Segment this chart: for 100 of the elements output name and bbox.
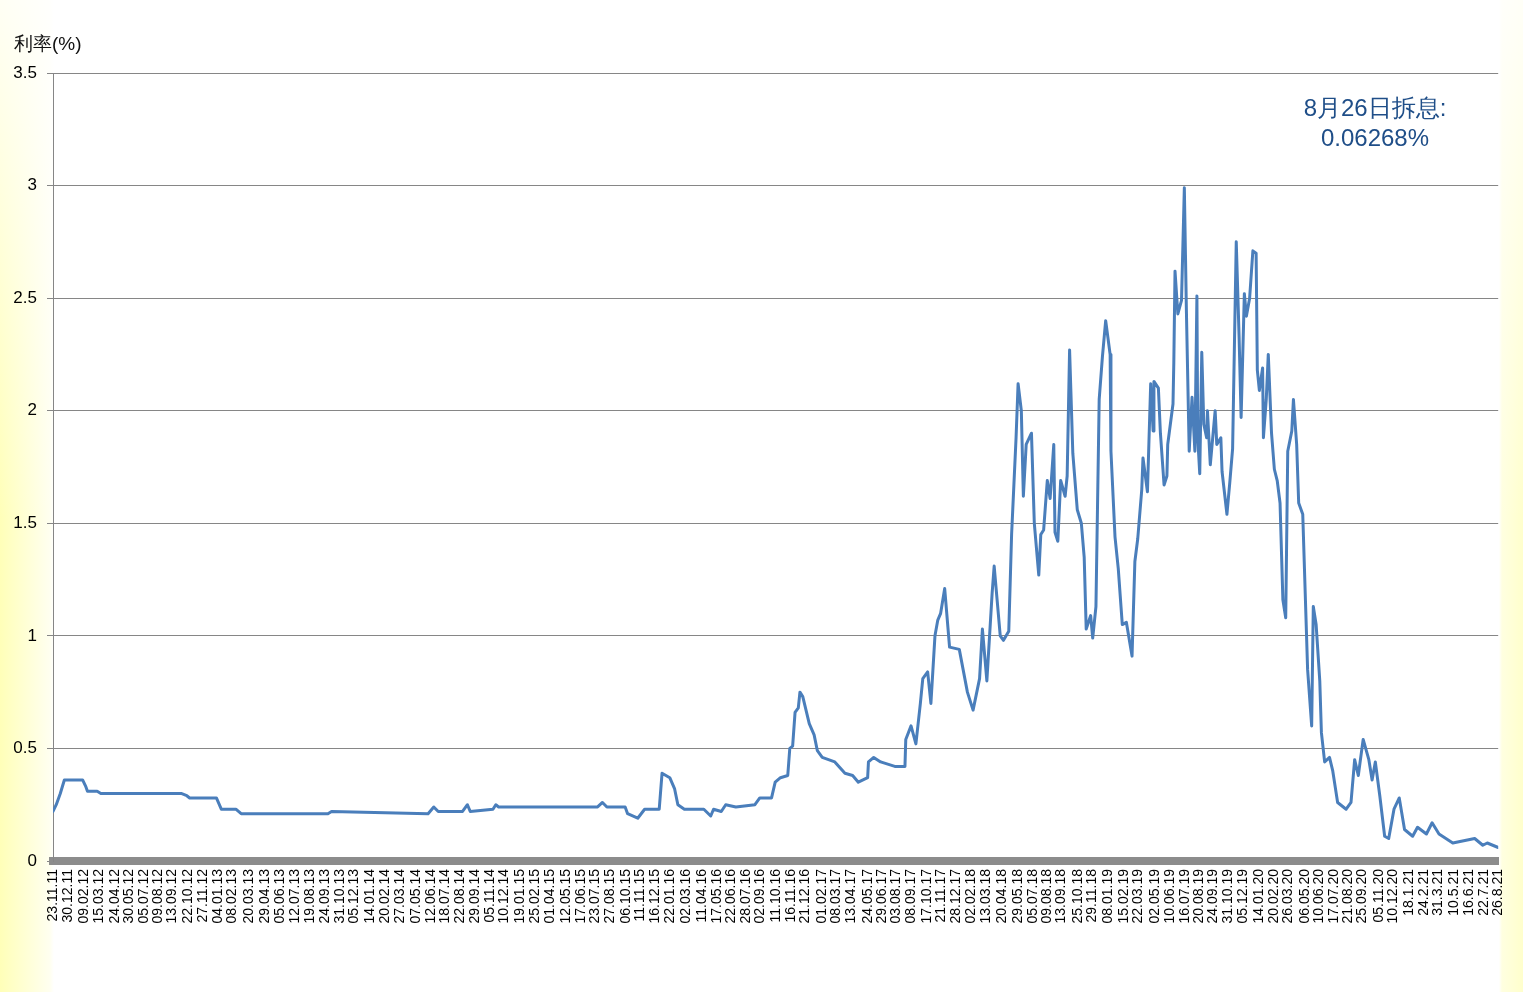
x-tick-label: 13.04.17 xyxy=(841,868,858,924)
x-tick-label: 16.12.15 xyxy=(645,868,662,924)
y-tick-label: 3 xyxy=(27,175,37,195)
x-tick-label: 02.02.18 xyxy=(961,868,978,924)
x-tick-label: 22.7.21 xyxy=(1474,868,1491,916)
x-tick-label: 01.04.15 xyxy=(540,868,557,924)
x-tick-label: 16.07.19 xyxy=(1176,868,1193,924)
x-tick-label: 24.05.17 xyxy=(858,868,875,924)
x-tick-label: 19.01.15 xyxy=(511,868,528,924)
x-tick-label: 15.02.19 xyxy=(1114,868,1131,924)
x-tick-label: 14.01.14 xyxy=(361,868,378,924)
x-tick-label: 05.07.12 xyxy=(135,868,152,924)
x-tick-label: 09.02.12 xyxy=(75,868,92,924)
x-tick-label: 10.12.20 xyxy=(1384,868,1401,924)
x-tick-label: 29.04.13 xyxy=(255,868,272,924)
x-tick-label: 18.07.14 xyxy=(436,868,453,924)
x-tick-label: 23.07.15 xyxy=(586,868,603,924)
x-tick-label: 10.06.20 xyxy=(1309,868,1326,924)
x-tick-label: 24.09.19 xyxy=(1204,868,1221,924)
x-tick-label: 05.12.19 xyxy=(1233,868,1250,924)
x-tick-label: 12.06.14 xyxy=(421,868,438,924)
x-tick-label: 06.05.20 xyxy=(1295,868,1312,924)
x-tick-label: 11.04.16 xyxy=(693,868,710,923)
x-tick-label: 29.09.14 xyxy=(465,868,482,924)
x-tick-label: 08.03.17 xyxy=(827,868,844,924)
x-tick-label: 04.01.13 xyxy=(209,868,226,924)
x-tick-label: 31.3.21 xyxy=(1429,868,1446,916)
x-tick-label: 02.09.16 xyxy=(751,868,768,924)
x-tick-label: 29.05.18 xyxy=(1008,868,1025,924)
x-tick-label: 24.2.21 xyxy=(1414,868,1431,916)
x-tick-label: 05.07.18 xyxy=(1023,868,1040,924)
x-tick-label: 20.02.20 xyxy=(1264,868,1281,924)
x-tick-label: 13.09.12 xyxy=(163,868,180,924)
x-tick-label: 27.08.15 xyxy=(600,868,617,924)
x-tick-label: 21.11.17 xyxy=(931,868,948,923)
x-tick-label: 21.08.20 xyxy=(1339,868,1356,924)
x-tick-label: 21.12.16 xyxy=(796,868,813,924)
x-tick-label: 12.07.13 xyxy=(285,868,302,924)
x-tick-label: 11.11.15 xyxy=(631,868,648,922)
x-tick-label: 06.10.15 xyxy=(616,868,633,924)
x-tick-label: 05.12.13 xyxy=(345,868,362,924)
x-tick-label: 02.03.16 xyxy=(676,868,693,924)
x-tick-label: 31.10.19 xyxy=(1219,868,1236,924)
x-tick-label: 27.03.14 xyxy=(390,868,407,924)
x-tick-label: 10.12.14 xyxy=(495,868,512,924)
x-tick-label: 05.11.14 xyxy=(480,868,497,923)
x-tick-label: 02.05.19 xyxy=(1145,868,1162,924)
x-tick-label: 16.6.21 xyxy=(1460,868,1477,916)
y-tick-label: 1 xyxy=(27,625,37,645)
x-tick-label: 01.02.17 xyxy=(813,868,830,924)
x-tick-label: 17.10.17 xyxy=(917,868,934,924)
x-tick-label: 10.5.21 xyxy=(1445,868,1462,916)
x-tick-label: 14.01.20 xyxy=(1249,868,1266,924)
y-tick-label: 2.5 xyxy=(13,287,37,307)
x-tick-label: 05.06.13 xyxy=(270,868,287,924)
x-tick-label: 22.10.12 xyxy=(179,868,196,924)
x-tick-label: 30.12.11 xyxy=(58,868,75,923)
x-tick-label: 27.11.12 xyxy=(193,868,210,923)
x-tick-label: 22.08.14 xyxy=(450,868,467,924)
x-tick-label: 30.05.12 xyxy=(120,868,137,924)
x-tick-label: 17.05.16 xyxy=(707,868,724,924)
x-tick-label: 31.10.13 xyxy=(330,868,347,924)
x-tick-label: 13.03.18 xyxy=(977,868,994,924)
x-tick-label: 20.08.19 xyxy=(1190,868,1207,924)
y-tick-label: 2 xyxy=(27,400,37,420)
x-tick-label: 22.06.16 xyxy=(722,868,739,924)
annotation: 8月26日拆息: 0.06268% xyxy=(1302,93,1448,153)
x-tick-label: 22.03.19 xyxy=(1128,868,1145,924)
y-tick-label: 1.5 xyxy=(13,512,37,532)
x-tick-label: 26.8.21 xyxy=(1489,868,1506,916)
x-tick-label: 18.1.21 xyxy=(1399,868,1416,916)
x-tick-label: 29.11.18 xyxy=(1083,868,1100,923)
x-tick-label: 09.08.12 xyxy=(149,868,166,924)
x-tick-label: 24.09.13 xyxy=(315,868,332,924)
x-tick-label: 10.06.19 xyxy=(1161,868,1178,924)
x-tick-label: 16.11.16 xyxy=(781,868,798,923)
x-tick-label: 07.05.14 xyxy=(407,868,424,924)
x-tick-label: 28.07.16 xyxy=(736,868,753,924)
x-tick-label: 25.10.18 xyxy=(1068,868,1085,924)
x-tick-label: 24.04.12 xyxy=(105,868,122,924)
x-tick-label: 26.03.20 xyxy=(1279,868,1296,924)
x-tick-label: 23.11.11 xyxy=(43,868,60,922)
y-tick-label: 3.5 xyxy=(13,62,37,82)
y-tick-label: 0 xyxy=(27,850,37,870)
x-tick-label: 20.02.14 xyxy=(376,868,393,924)
x-tick-label: 17.07.20 xyxy=(1324,868,1341,924)
x-tick-label: 22.01.16 xyxy=(660,868,677,924)
x-tick-label: 12.05.15 xyxy=(557,868,574,924)
x-tick-label: 08.02.13 xyxy=(223,868,240,924)
x-tick-label: 17.06.15 xyxy=(571,868,588,924)
x-tick-label: 15.03.12 xyxy=(89,868,106,924)
x-tick-label: 20.04.18 xyxy=(992,868,1009,924)
x-tick-label: 11.10.16 xyxy=(767,868,784,923)
x-tick-label: 08.09.17 xyxy=(901,868,918,924)
x-tick-label: 25.02.15 xyxy=(526,868,543,924)
y-axis-title: 利率(%) xyxy=(14,32,82,56)
x-tick-label: 08.01.19 xyxy=(1099,868,1116,924)
x-tick-label: 19.08.13 xyxy=(301,868,318,924)
x-tick-label: 09.08.18 xyxy=(1037,868,1054,924)
x-tick-label: 05.11.20 xyxy=(1369,868,1386,923)
